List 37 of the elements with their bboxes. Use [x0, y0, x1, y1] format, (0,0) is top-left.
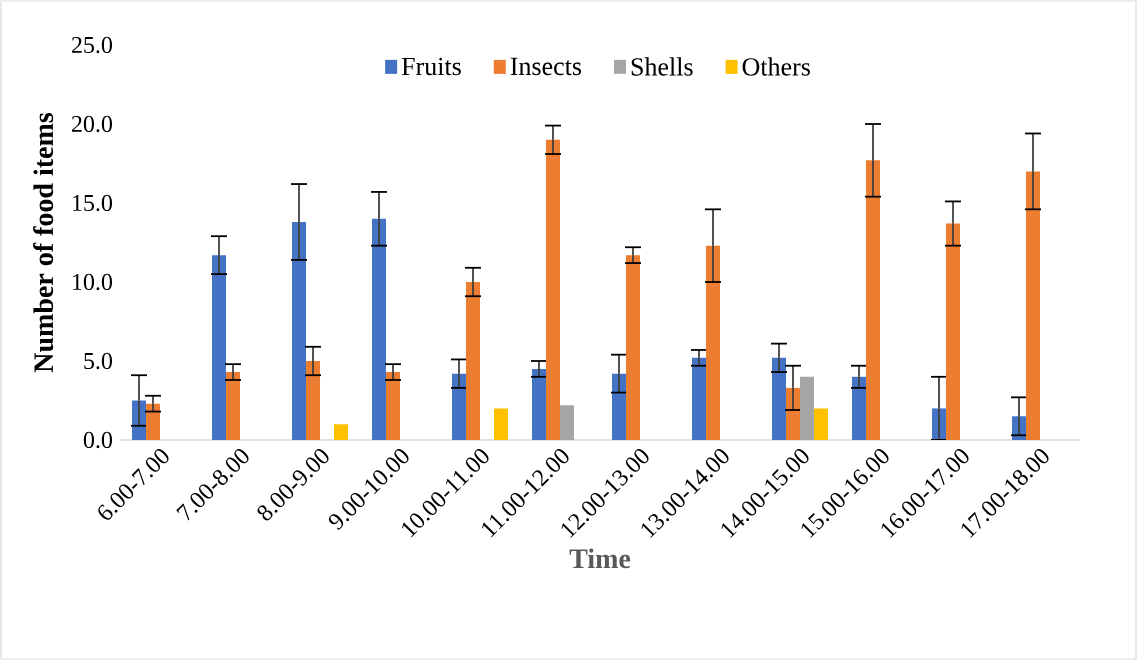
bar: [292, 221, 306, 440]
bar: [494, 408, 508, 440]
legend-label: Fruits: [401, 57, 461, 76]
bar: [946, 223, 960, 440]
bar: [612, 373, 627, 440]
legend-label: Others: [742, 57, 810, 76]
legend-label: Shells: [631, 57, 693, 76]
bar: [692, 357, 706, 440]
bar: [334, 424, 348, 440]
y-tick-label: 10.0: [73, 273, 113, 291]
bar: [800, 376, 814, 440]
x-axis-title: Time: [569, 548, 631, 569]
bar: [814, 408, 828, 440]
y-tick-label: 0.0: [83, 431, 113, 449]
y-tick-label: 25.0: [72, 36, 113, 54]
y-tick-label: 15.0: [73, 194, 113, 212]
bar: [146, 403, 160, 440]
bar: [626, 255, 640, 440]
bar: [706, 245, 721, 440]
y-tick-label: 5.0: [84, 352, 113, 370]
bar: [466, 282, 480, 440]
bar: [560, 405, 574, 440]
bar: [386, 372, 400, 440]
bar: [866, 160, 880, 440]
bar: [772, 357, 786, 440]
bar: [306, 361, 320, 440]
bar: [852, 376, 866, 440]
bar: [372, 218, 386, 440]
bar: [532, 368, 546, 440]
bar: [546, 139, 560, 440]
legend-label: Insects: [510, 57, 582, 76]
bar: [1026, 171, 1040, 440]
bar: [452, 373, 466, 440]
y-axis-title: Number of food items: [33, 112, 54, 373]
bar: [226, 372, 240, 440]
y-tick-label: 20.0: [72, 115, 113, 133]
bar: [212, 255, 226, 440]
